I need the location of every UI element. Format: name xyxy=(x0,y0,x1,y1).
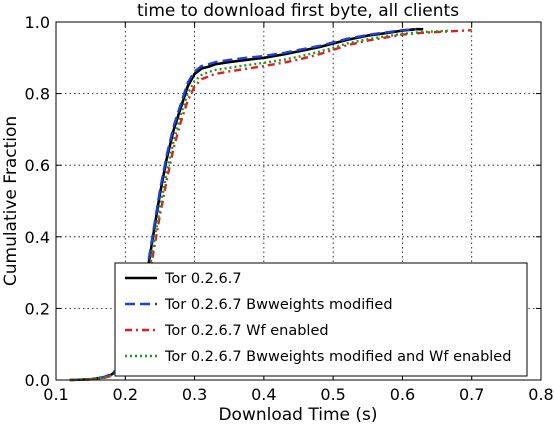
chart-title: time to download first byte, all clients xyxy=(137,1,459,21)
legend-entry-3: Tor 0.2.6.7 Wf enabled xyxy=(164,323,329,339)
series-line-4 xyxy=(69,29,451,382)
x-tick-label: 0.5 xyxy=(320,385,345,404)
y-tick-label: 0.8 xyxy=(25,85,50,104)
y-axis-title: Cumulative Fraction xyxy=(1,116,21,286)
x-tick-label: 0.1 xyxy=(43,385,68,404)
legend-entry-4: Tor 0.2.6.7 Bwweights modified and Wf en… xyxy=(164,349,511,365)
y-tick-label: 1.0 xyxy=(25,13,50,32)
x-tick-label: 0.8 xyxy=(528,385,553,404)
legend: Tor 0.2.6.7 Tor 0.2.6.7 Bwweights modifie… xyxy=(114,262,528,377)
legend-box xyxy=(114,262,528,377)
y-tick-label: 0.4 xyxy=(25,228,50,247)
plot-frame xyxy=(55,21,542,381)
y-tick-label: 0.2 xyxy=(25,299,50,318)
x-tick-label: 0.3 xyxy=(182,385,207,404)
y-tick-label: 0.0 xyxy=(25,371,50,390)
y-tick-label: 0.6 xyxy=(25,156,50,175)
x-tick-label: 0.2 xyxy=(113,385,138,404)
x-tick-label: 0.7 xyxy=(459,385,484,404)
x-tick-label: 0.6 xyxy=(390,385,415,404)
legend-entry-2: Tor 0.2.6.7 Bwweights modified xyxy=(164,297,393,313)
axis-ticks: 0.1 0.2 0.3 0.4 0.5 0.6 0.7 0.8 0.0 0.2 0.4 0.6 0.8 1… xyxy=(25,13,554,404)
x-axis-title: Download Time (s) xyxy=(218,405,377,425)
legend-entry-1: Tor 0.2.6.7 xyxy=(164,271,242,287)
x-tick-label: 0.4 xyxy=(251,385,276,404)
